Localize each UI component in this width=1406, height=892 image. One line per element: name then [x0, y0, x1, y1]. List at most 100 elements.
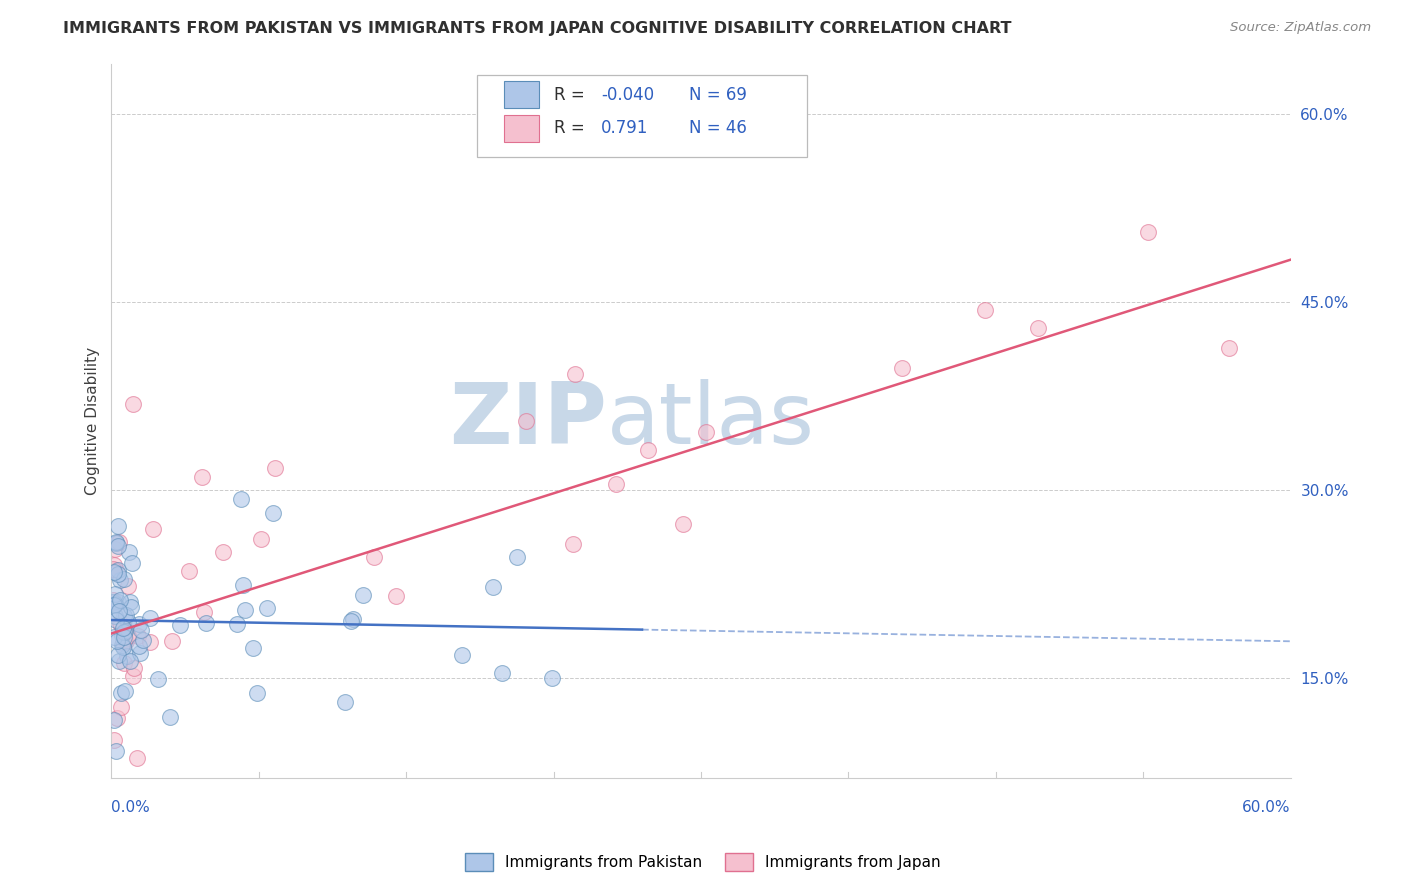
- Point: [256, 600, 278, 615]
- Point: [117, 579, 139, 593]
- FancyBboxPatch shape: [477, 75, 807, 157]
- Point: [506, 550, 529, 565]
- Text: R =: R =: [554, 86, 589, 103]
- Point: [103, 565, 125, 579]
- Point: [112, 621, 135, 635]
- Point: [111, 638, 134, 652]
- Point: [107, 648, 129, 663]
- Point: [112, 625, 135, 640]
- Point: [233, 602, 256, 616]
- Point: [104, 597, 127, 611]
- Point: [564, 367, 586, 381]
- Point: [139, 611, 162, 625]
- Point: [246, 686, 269, 700]
- Point: [103, 558, 125, 572]
- Point: [637, 442, 659, 457]
- Point: [127, 629, 149, 643]
- Point: [117, 615, 139, 629]
- Point: [128, 646, 150, 660]
- Point: [112, 572, 135, 586]
- Point: [104, 744, 127, 758]
- Point: [262, 506, 284, 520]
- Point: [107, 563, 129, 577]
- Point: [104, 608, 127, 623]
- Point: [128, 640, 150, 654]
- Point: [482, 580, 505, 594]
- Point: [128, 617, 150, 632]
- Point: [104, 534, 127, 549]
- Point: [695, 425, 717, 440]
- Point: [107, 595, 129, 609]
- Point: [104, 542, 127, 557]
- Point: [212, 545, 235, 559]
- Point: [112, 656, 135, 670]
- Point: [352, 588, 374, 602]
- Point: [103, 562, 125, 576]
- Point: [108, 615, 131, 630]
- Point: [108, 573, 131, 587]
- Point: [111, 628, 134, 642]
- Point: [104, 536, 127, 550]
- Point: [103, 593, 125, 607]
- Point: [132, 633, 155, 648]
- Point: [103, 733, 125, 747]
- Point: [1136, 225, 1159, 239]
- Point: [264, 460, 287, 475]
- Point: [120, 595, 142, 609]
- Point: [561, 536, 583, 550]
- Point: [108, 535, 131, 549]
- Point: [138, 635, 160, 649]
- Text: -0.040: -0.040: [600, 86, 654, 103]
- Point: [112, 608, 135, 623]
- Text: N = 46: N = 46: [689, 120, 747, 137]
- Point: [890, 361, 912, 376]
- Point: [142, 522, 165, 536]
- Point: [107, 539, 129, 553]
- Text: ZIP: ZIP: [449, 379, 606, 462]
- Point: [114, 632, 136, 646]
- Point: [112, 631, 135, 645]
- Point: [104, 587, 127, 601]
- Point: [108, 593, 131, 607]
- Point: [122, 397, 145, 411]
- Point: [191, 470, 214, 484]
- Point: [107, 518, 129, 533]
- FancyBboxPatch shape: [505, 115, 540, 142]
- Point: [103, 630, 125, 644]
- Point: [385, 590, 408, 604]
- Text: N = 69: N = 69: [689, 86, 747, 103]
- Text: 60.0%: 60.0%: [1241, 800, 1291, 815]
- Point: [110, 686, 132, 700]
- Point: [605, 477, 627, 491]
- Point: [120, 600, 142, 615]
- Point: [342, 612, 364, 626]
- Point: [121, 669, 143, 683]
- Point: [1218, 341, 1240, 355]
- Point: [110, 618, 132, 632]
- Point: [148, 673, 170, 687]
- Point: [112, 621, 135, 635]
- Point: [108, 604, 131, 618]
- Point: [122, 661, 145, 675]
- Point: [226, 617, 249, 632]
- Point: [104, 613, 127, 627]
- Point: [103, 713, 125, 727]
- Point: [114, 684, 136, 698]
- Y-axis label: Cognitive Disability: Cognitive Disability: [86, 347, 100, 495]
- Point: [104, 563, 127, 577]
- Point: [159, 710, 181, 724]
- Point: [491, 665, 513, 680]
- Point: [540, 671, 562, 685]
- Point: [114, 633, 136, 648]
- Point: [162, 634, 184, 648]
- Point: [114, 624, 136, 639]
- Point: [107, 567, 129, 582]
- Legend: Immigrants from Pakistan, Immigrants from Japan: Immigrants from Pakistan, Immigrants fro…: [460, 847, 946, 877]
- Point: [117, 629, 139, 643]
- Point: [672, 516, 695, 531]
- Point: [335, 695, 357, 709]
- Text: R =: R =: [554, 120, 595, 137]
- Point: [103, 595, 125, 609]
- Point: [111, 640, 134, 654]
- FancyBboxPatch shape: [505, 81, 540, 108]
